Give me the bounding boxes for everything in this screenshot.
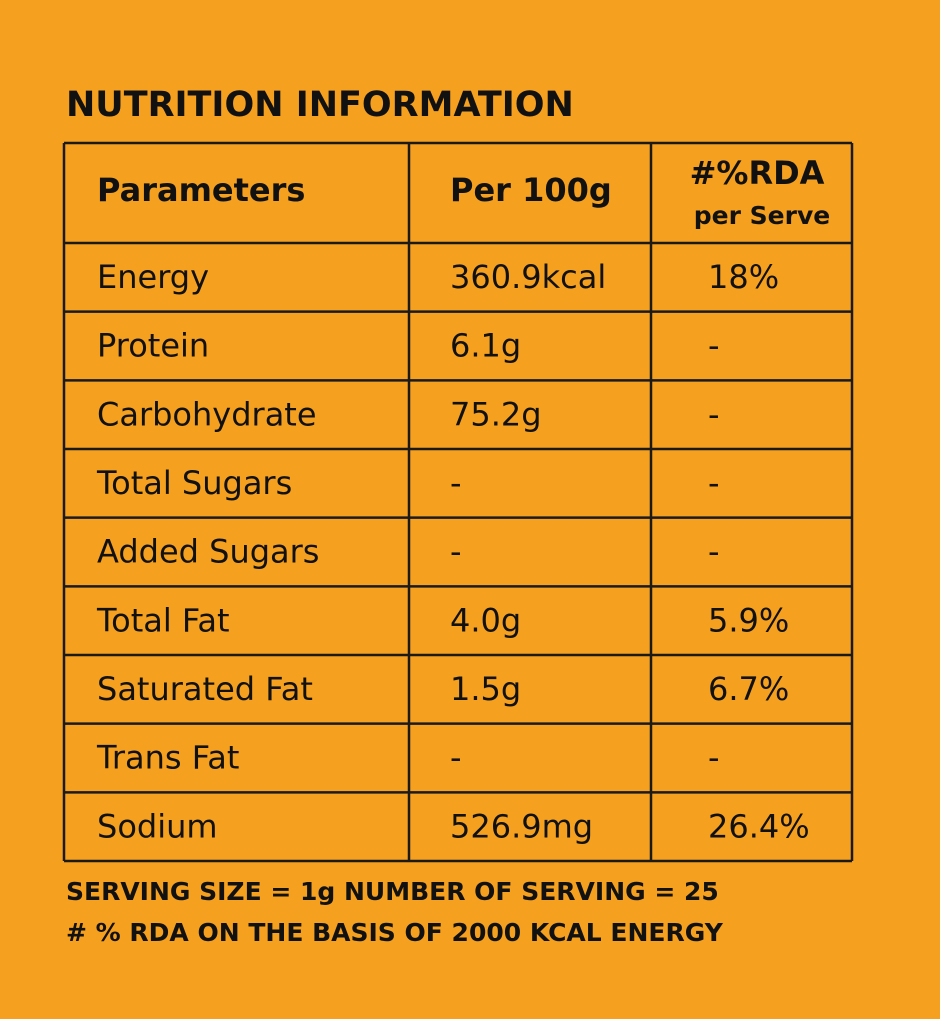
table-cell: - xyxy=(708,533,720,571)
table-cell: - xyxy=(708,327,720,365)
table-cell: 1.5g xyxy=(450,670,521,708)
table-cell: 6.7% xyxy=(708,670,789,708)
table-cell: Total Sugars xyxy=(96,464,292,502)
table-cell: 526.9mg xyxy=(450,807,593,845)
table-cell: Saturated Fat xyxy=(97,670,313,708)
table-cell: 5.9% xyxy=(708,601,789,639)
column-header: Parameters xyxy=(97,171,305,209)
table-cell: 26.4% xyxy=(708,807,810,845)
table-cell: 4.0g xyxy=(450,601,521,639)
footnote: SERVING SIZE = 1g NUMBER OF SERVING = 25 xyxy=(66,877,719,906)
table-cell: 75.2g xyxy=(450,395,542,433)
table-cell: - xyxy=(450,739,462,777)
table-cell: - xyxy=(450,533,462,571)
footnote: # % RDA ON THE BASIS OF 2000 KCAL ENERGY xyxy=(66,918,724,947)
table-cell: 360.9kcal xyxy=(450,258,606,296)
table-cell: Energy xyxy=(97,258,209,296)
table-cell: - xyxy=(450,464,462,502)
column-header: #%RDA xyxy=(690,154,825,192)
table-cell: 6.1g xyxy=(450,327,521,365)
table-cell: Sodium xyxy=(97,807,218,845)
table-cell: - xyxy=(708,395,720,433)
table-cell: Total Fat xyxy=(96,601,230,639)
table-cell: Added Sugars xyxy=(97,533,319,571)
column-header: per Serve xyxy=(694,201,830,230)
table-cell: - xyxy=(708,464,720,502)
title: NUTRITION INFORMATION xyxy=(66,85,574,125)
table-cell: Carbohydrate xyxy=(97,395,317,433)
table-cell: Protein xyxy=(97,327,209,365)
column-header: Per 100g xyxy=(450,171,612,209)
table-cell: 18% xyxy=(708,258,779,296)
table-cell: - xyxy=(708,739,720,777)
table-cell: Trans Fat xyxy=(96,739,239,777)
